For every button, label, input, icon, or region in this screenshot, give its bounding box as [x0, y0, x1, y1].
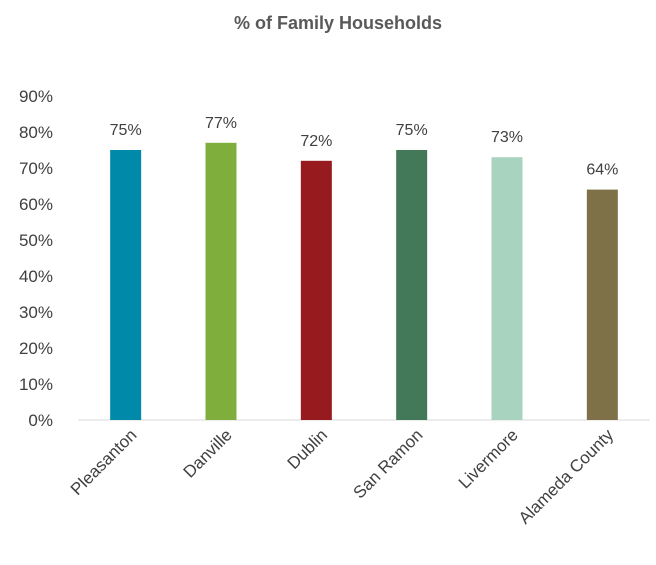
bar — [205, 142, 237, 421]
x-tick-label: Livermore — [455, 425, 522, 492]
bar — [110, 150, 142, 420]
data-label: 64% — [586, 162, 618, 179]
y-tick-label: 10% — [19, 375, 53, 394]
bar — [396, 150, 428, 420]
bar — [300, 160, 332, 421]
x-axis: Pleasanton Danville Dublin San Ramon Livermo… — [67, 425, 618, 528]
y-axis: 0% 10% 20% 30% 40% 50% 60% 70% 80% 90% — [19, 87, 53, 430]
x-tick-label: San Ramon — [350, 425, 427, 502]
x-tick-label: Pleasanton — [67, 425, 141, 499]
data-label-group: 75% 77% 72% 75% 73% 64% — [110, 115, 619, 179]
x-tick-label: Dublin — [284, 425, 332, 473]
bar — [491, 157, 523, 420]
y-tick-label: 80% — [19, 123, 53, 142]
y-tick-label: 0% — [28, 411, 53, 430]
data-label: 75% — [110, 122, 142, 139]
y-tick-label: 20% — [19, 339, 53, 358]
data-label: 77% — [205, 115, 237, 132]
y-tick-label: 50% — [19, 231, 53, 250]
y-tick-label: 30% — [19, 303, 53, 322]
bar-group — [110, 142, 618, 421]
x-tick-label: Danville — [180, 425, 236, 481]
data-label: 73% — [491, 129, 523, 146]
y-tick-label: 90% — [19, 87, 53, 106]
x-tick-label: Alameda County — [515, 425, 618, 528]
chart-title: % of Family Households — [234, 13, 442, 33]
data-label: 72% — [300, 133, 332, 150]
data-label: 75% — [396, 122, 428, 139]
y-tick-label: 40% — [19, 267, 53, 286]
y-tick-label: 70% — [19, 159, 53, 178]
y-tick-label: 60% — [19, 195, 53, 214]
bar — [586, 189, 618, 420]
